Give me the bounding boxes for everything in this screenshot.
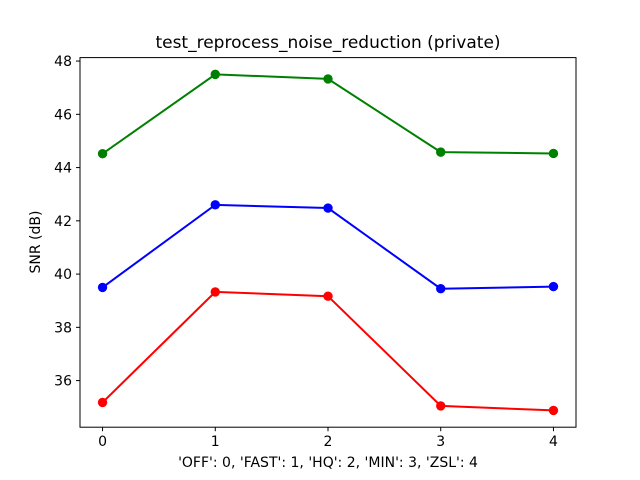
red-series-line	[101, 290, 555, 412]
red-series-marker	[323, 291, 333, 301]
green-series-marker	[323, 74, 333, 84]
y-tick-label: 40	[54, 267, 72, 283]
red-series-marker	[548, 405, 559, 416]
axes-frame	[79, 57, 577, 428]
green-series-marker	[97, 149, 108, 159]
x-tick-label: 0	[98, 434, 107, 450]
y-tick-label: 36	[54, 374, 72, 390]
x-tick-label: 1	[211, 434, 220, 450]
y-tick-label: 44	[54, 161, 72, 177]
blue-series-marker	[436, 284, 446, 294]
red-series-marker	[210, 287, 220, 297]
blue-series-marker	[323, 203, 333, 213]
blue-series-marker	[97, 282, 108, 293]
green-series-marker	[210, 69, 220, 80]
blue-series-marker	[210, 200, 220, 210]
red-series-marker	[97, 397, 108, 408]
x-tick-label: 3	[436, 434, 445, 450]
x-axis-label: 'OFF': 0, 'FAST': 1, 'HQ': 2, 'MIN': 3, …	[178, 455, 478, 471]
green-series-line	[101, 73, 555, 155]
blue-series-marker	[548, 281, 559, 292]
y-tick-label: 48	[54, 54, 72, 70]
x-tick-label: 2	[324, 434, 333, 450]
y-tick-label: 38	[54, 320, 72, 336]
green-series-marker	[548, 148, 559, 159]
green-series-marker	[436, 147, 446, 157]
x-tick-label: 4	[549, 434, 558, 450]
blue-series-line	[101, 203, 555, 290]
y-tick-label: 46	[54, 107, 72, 123]
red-series-marker	[436, 401, 446, 411]
chart-title: test_reprocess_noise_reduction (private)	[155, 33, 501, 53]
y-tick-label: 42	[54, 214, 72, 230]
